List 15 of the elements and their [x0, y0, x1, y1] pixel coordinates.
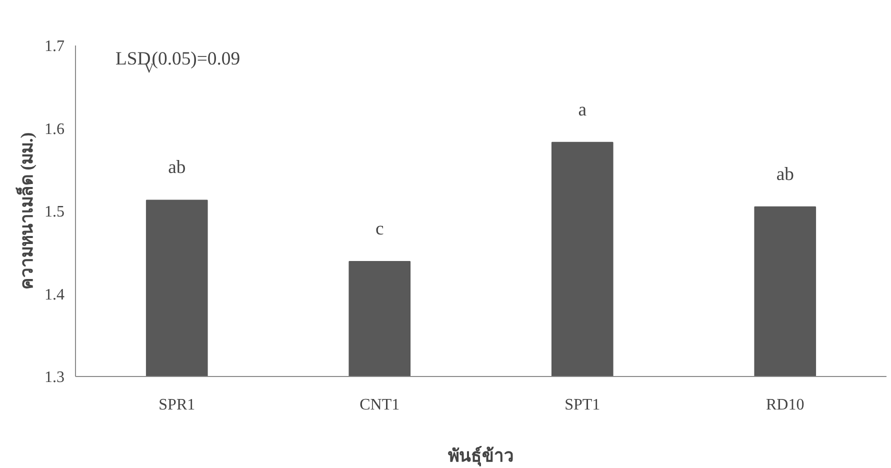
x-tick-label: SPR1	[158, 396, 196, 414]
annotation: a	[578, 99, 588, 120]
y-tick-label: 1.3	[44, 369, 64, 386]
y-tick-label: 1.6	[44, 120, 64, 138]
annotation: c	[375, 218, 384, 240]
x-tick-label: SPT1	[564, 396, 600, 414]
y-tick-label: 1.4	[44, 286, 64, 304]
x-axis-title: พันธุ์ข้าว	[448, 446, 514, 466]
annotation: ab	[168, 157, 186, 178]
y-tick-label: 1.5	[44, 204, 64, 220]
y-axis-title: ความหนาเมล็ด (มม.)	[14, 132, 36, 290]
x-tick-label: RD10	[766, 396, 804, 414]
annotation: ab	[776, 164, 794, 185]
x-tick-label: CNT1	[360, 396, 400, 414]
y-tick-label: 1.7	[44, 38, 64, 55]
